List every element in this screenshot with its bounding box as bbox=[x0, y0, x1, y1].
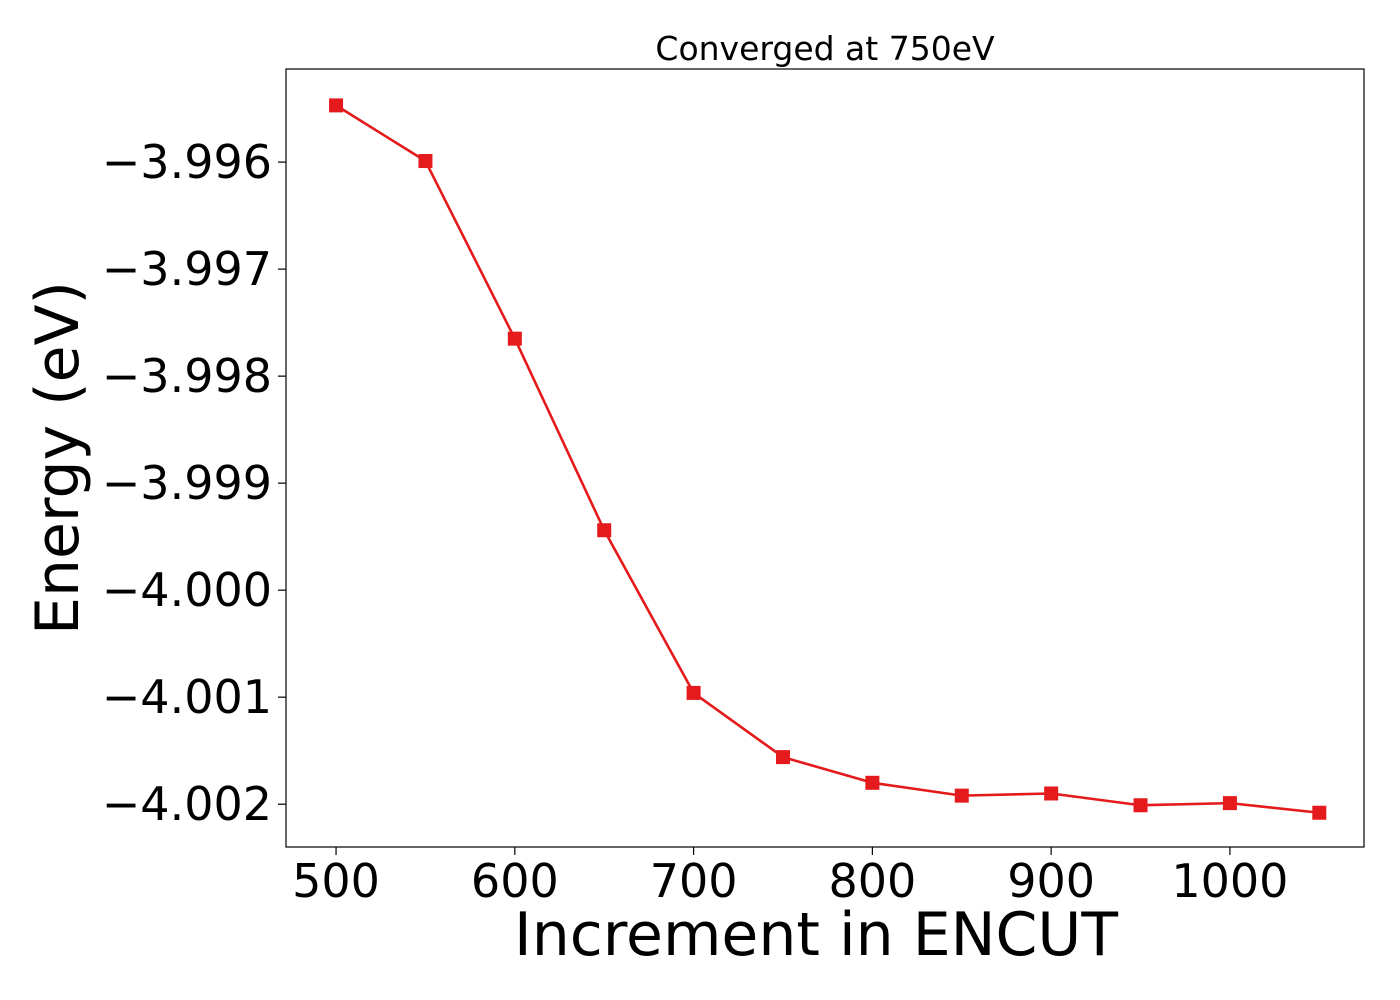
x-axis-label: Increment in ENCUT bbox=[514, 900, 1118, 970]
data-point-marker bbox=[1044, 786, 1059, 801]
y-axis-ticks: −3.996 −3.997 −3.998 −3.999 −4.000 −4.001 −4.0… bbox=[102, 135, 286, 831]
chart-title: Converged at 750eV bbox=[655, 29, 995, 68]
plot-area bbox=[285, 68, 1365, 848]
y-tick-label: −3.997 bbox=[102, 242, 272, 296]
y-tick-label: −3.996 bbox=[102, 135, 272, 189]
data-point-marker bbox=[597, 523, 612, 538]
data-point-marker bbox=[1312, 805, 1327, 820]
data-point-marker bbox=[775, 750, 790, 765]
data-point-marker bbox=[686, 685, 701, 700]
data-point-marker bbox=[1133, 798, 1148, 813]
y-tick-label: −4.000 bbox=[102, 563, 272, 617]
series-line bbox=[335, 104, 1320, 815]
data-point-marker bbox=[418, 154, 433, 169]
x-tick-label: 600 bbox=[471, 854, 559, 908]
x-tick-label: 800 bbox=[828, 854, 916, 908]
x-tick-label: 1000 bbox=[1171, 854, 1288, 908]
data-point-marker bbox=[507, 331, 522, 346]
x-tick-label: 900 bbox=[1007, 854, 1095, 908]
data-point-marker bbox=[954, 788, 969, 803]
x-tick-label: 700 bbox=[650, 854, 738, 908]
data-point-marker bbox=[1222, 796, 1237, 811]
y-tick-label: −3.999 bbox=[102, 456, 272, 510]
series-layer bbox=[329, 98, 1327, 820]
x-axis-ticks: 500 600 700 800 900 1000 bbox=[292, 847, 1288, 908]
y-axis-label: Energy (eV) bbox=[23, 281, 93, 635]
y-tick-label: −4.001 bbox=[102, 670, 272, 724]
y-tick-label: −4.002 bbox=[102, 777, 272, 831]
x-tick-label: 500 bbox=[292, 854, 380, 908]
data-point-marker bbox=[865, 775, 880, 790]
y-tick-label: −3.998 bbox=[102, 349, 272, 403]
data-point-marker bbox=[329, 98, 344, 113]
